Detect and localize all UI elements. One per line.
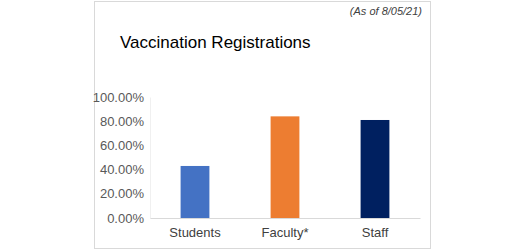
y-tick: 80.00%	[100, 114, 150, 129]
chart: Vaccination Registrations (As of 8/05/21)…	[0, 0, 525, 251]
x-tick: Staff	[362, 218, 389, 240]
x-tick: Faculty*	[262, 218, 309, 240]
subtitle: (As of 8/05/21)	[350, 5, 422, 17]
x-axis-line	[151, 218, 421, 219]
x-axis: Students Faculty* Staff	[151, 218, 421, 240]
chart-frame	[95, 2, 431, 249]
y-tick-label: 80.00%	[100, 114, 145, 129]
x-tick-label: Faculty*	[262, 225, 309, 240]
y-tick: 100.00%	[93, 90, 150, 105]
title: Vaccination Registrations	[120, 33, 311, 52]
y-axis: 0.00% 20.00% 40.00% 60.00% 80.00% 100.00%	[93, 90, 151, 226]
y-tick-label: 0.00%	[107, 211, 144, 226]
bar	[181, 166, 210, 218]
bars	[181, 116, 390, 218]
y-tick-label: 60.00%	[100, 138, 145, 153]
bar	[271, 116, 300, 218]
x-tick-label: Students	[169, 225, 221, 240]
y-tick: 40.00%	[100, 162, 150, 177]
y-tick-label: 40.00%	[100, 162, 145, 177]
bar	[361, 120, 390, 218]
y-axis-line	[150, 98, 151, 219]
y-tick-label: 100.00%	[93, 90, 145, 105]
y-tick-label: 20.00%	[100, 186, 145, 201]
y-tick: 0.00%	[107, 211, 150, 226]
x-tick-label: Staff	[362, 225, 389, 240]
y-tick: 20.00%	[100, 186, 150, 201]
y-tick: 60.00%	[100, 138, 150, 153]
x-tick: Students	[169, 218, 221, 240]
